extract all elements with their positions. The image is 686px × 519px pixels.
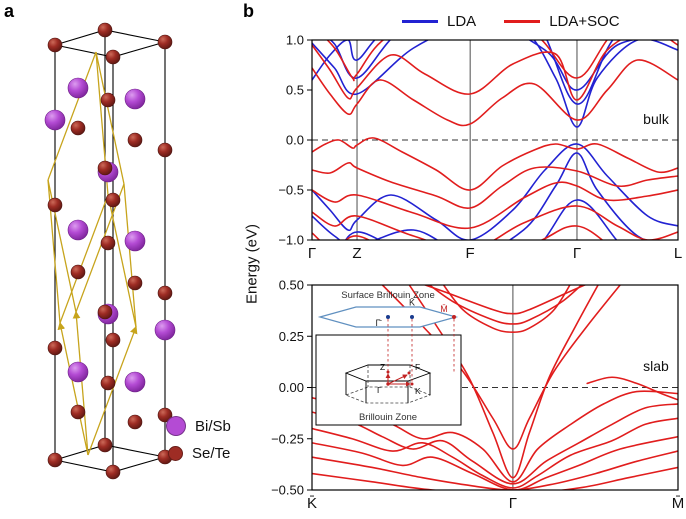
kpoint-label: M̄ — [672, 495, 685, 512]
band-line — [312, 137, 678, 191]
band-line — [312, 181, 678, 230]
slab-annotation: slab — [643, 358, 669, 374]
k-bar-point — [410, 315, 414, 319]
band-line — [312, 59, 678, 127]
legend-item-lda: LDA — [402, 13, 476, 30]
energy-axis-label: Energy (eV) — [243, 223, 261, 305]
band-line — [312, 40, 678, 101]
y-tick-label: −0.5 — [278, 183, 304, 198]
band-line — [312, 417, 678, 489]
band-line — [312, 143, 678, 240]
crystal-structure-illustration — [44, 22, 176, 480]
se-te-label: Se/Te — [192, 445, 231, 462]
f-point — [407, 371, 411, 375]
legend-item-se-te: Se/Te — [166, 445, 231, 462]
atom-legend: Bi/Sb Se/Te — [166, 416, 231, 462]
z-label: Z — [380, 362, 385, 372]
gamma-label: Γ — [377, 385, 382, 395]
legend-item-lda-soc: LDA+SOC — [504, 13, 620, 30]
bulk-brillouin-zone-drawing — [344, 364, 432, 404]
surface-brillouin-zone-title: Surface Brillouin Zone — [341, 290, 434, 301]
k-point — [410, 382, 414, 386]
lda-soc-line-swatch — [504, 20, 541, 23]
panel-b-label: b — [243, 1, 254, 21]
legend-item-bi-sb: Bi/Sb — [166, 416, 231, 436]
band-line — [326, 40, 609, 82]
y-tick-label: 0.50 — [279, 278, 304, 293]
bz-connector-lines — [387, 319, 455, 383]
kpoint-label: Γ — [509, 495, 517, 512]
bi-sb-dot — [166, 416, 186, 436]
se-te-dot — [168, 446, 183, 461]
gamma-point — [386, 382, 390, 386]
y-tick-label: −1.0 — [278, 233, 304, 248]
band-line — [312, 152, 648, 240]
kpoint-label: Z — [352, 245, 361, 262]
y-tick-label: −0.50 — [271, 483, 304, 498]
lda-soc-label: LDA+SOC — [549, 13, 620, 30]
brillouin-zone-inset: Surface Brillouin Zone Γ̄ K̄ M̄ — [315, 290, 462, 426]
band-line — [428, 285, 583, 325]
y-tick-label: −0.25 — [271, 431, 304, 446]
kpoint-label: Γ — [573, 245, 581, 262]
bi-sb-atoms — [44, 77, 176, 393]
brillouin-zone-title: Brillouin Zone — [359, 412, 417, 423]
kpoint-label: Γ — [308, 245, 316, 262]
m-bar-label: M̄ — [440, 304, 448, 314]
kpoint-label: F — [466, 245, 475, 262]
gamma-bar-point — [386, 315, 390, 319]
m-bar-point — [452, 315, 456, 319]
z-point — [386, 370, 390, 374]
bulk-annotation: bulk — [643, 111, 670, 127]
gamma-bar-label: Γ̄ — [376, 318, 383, 328]
band-lines — [312, 40, 678, 240]
band-line — [312, 162, 678, 209]
band-line — [312, 225, 604, 240]
k-label: K — [415, 386, 421, 396]
band-line — [312, 40, 678, 128]
y-tick-label: 0.00 — [279, 380, 304, 395]
y-tick-label: 1.0 — [286, 33, 304, 48]
band-line — [312, 466, 678, 490]
panel-a-label: a — [4, 1, 15, 21]
y-tick-label: 0.25 — [279, 329, 304, 344]
y-tick-label: 0.5 — [286, 83, 304, 98]
lda-line-swatch — [402, 20, 438, 23]
f-label: F — [415, 362, 420, 372]
k-bar-label: K̄ — [409, 298, 415, 308]
band-line — [312, 435, 678, 490]
band-line — [312, 403, 678, 485]
band-line — [312, 450, 678, 490]
band-line — [312, 205, 678, 240]
bi-sb-label: Bi/Sb — [195, 417, 231, 435]
kpoint-label: L — [674, 245, 682, 262]
band-line — [586, 376, 678, 401]
kpoint-label: K̄ — [307, 495, 317, 512]
band-line — [442, 285, 571, 333]
lda-label: LDA — [447, 13, 477, 30]
band-legend: LDA LDA+SOC — [402, 13, 620, 30]
band-line — [423, 285, 587, 315]
y-tick-label: 0.0 — [286, 133, 304, 148]
se-te-atoms — [47, 22, 173, 480]
